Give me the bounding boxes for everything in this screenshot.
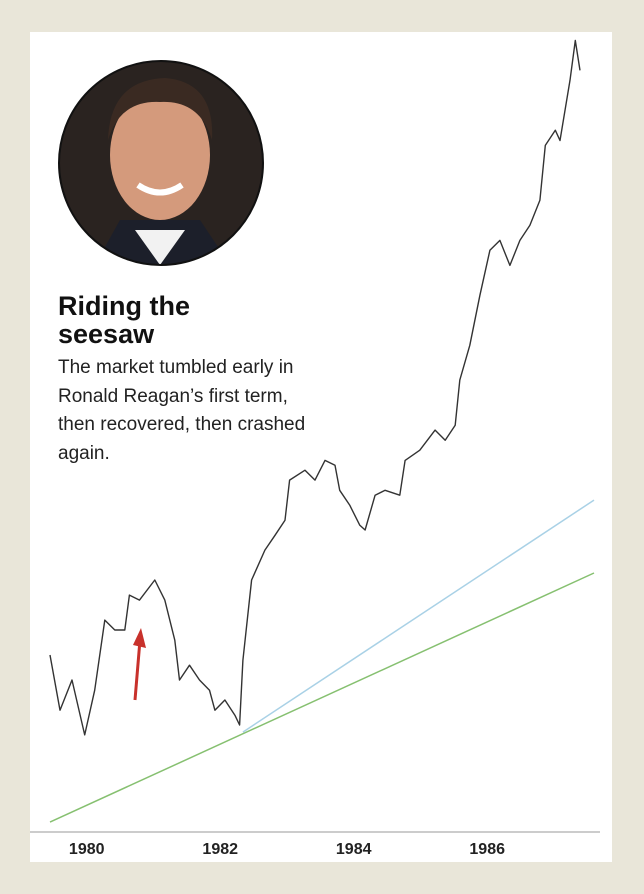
- x-tick-label: 1982: [202, 841, 238, 858]
- x-tick-label: 1986: [469, 841, 505, 858]
- chart-subtitle: The market tumbled early in Ronald Reaga…: [58, 357, 306, 464]
- annotation-arrow: [133, 639, 142, 701]
- chart-title: Riding the seesaw: [58, 291, 190, 349]
- annotation-arrowhead: [133, 628, 146, 648]
- x-tick-label: 1984: [336, 841, 372, 858]
- portrait-border: [58, 60, 264, 266]
- series-line: [49, 39, 581, 736]
- series-line: [49, 572, 595, 823]
- series-line: [242, 499, 595, 733]
- portrait: [59, 61, 263, 265]
- x-tick-label: 1980: [69, 841, 105, 858]
